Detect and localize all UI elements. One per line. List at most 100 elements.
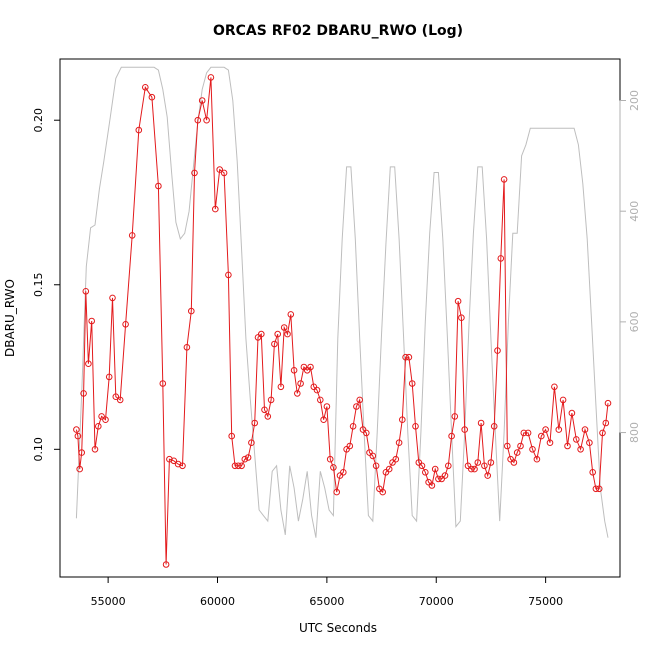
chart-title: ORCAS RF02 DBARU_RWO (Log)	[213, 23, 463, 39]
data-point	[78, 449, 85, 456]
data-point	[330, 464, 337, 471]
data-point	[395, 439, 403, 447]
data-point	[264, 413, 272, 420]
data-point	[155, 182, 162, 190]
data-point	[468, 465, 475, 473]
y2-axis: 200 400 600 800	[619, 90, 641, 443]
data-point	[307, 363, 314, 371]
data-point	[538, 432, 545, 440]
data-point	[294, 390, 301, 397]
data-point	[174, 460, 182, 468]
x-axis-label: UTC Seconds	[299, 621, 377, 635]
data-point	[366, 449, 373, 456]
data-point	[203, 116, 210, 124]
data-point	[88, 317, 95, 325]
data-point	[422, 469, 429, 476]
data-point	[188, 307, 195, 315]
data-point	[445, 462, 452, 470]
data-point	[73, 426, 80, 433]
data-point	[216, 166, 223, 173]
data-point	[105, 373, 113, 381]
x-tick-label: 65000	[309, 595, 344, 608]
x-tick-label: 70000	[419, 595, 454, 608]
data-point	[340, 469, 347, 476]
data-point	[441, 472, 449, 479]
data-point	[461, 426, 469, 433]
y2-tick-label: 200	[628, 90, 641, 111]
data-point	[254, 334, 262, 341]
data-point	[451, 413, 459, 420]
data-point	[448, 432, 455, 440]
data-point	[428, 482, 436, 489]
data-point	[261, 406, 268, 414]
y2-tick-label: 400	[628, 201, 641, 222]
data-point	[220, 169, 228, 177]
data-point	[116, 396, 124, 404]
data-point	[458, 314, 465, 322]
data-point	[589, 469, 597, 476]
data-point	[454, 297, 462, 305]
data-point	[326, 455, 334, 463]
data-point	[431, 465, 439, 473]
data-point	[267, 396, 275, 404]
data-point	[183, 344, 191, 351]
data-point	[166, 455, 173, 463]
data-point	[80, 390, 87, 397]
data-point	[507, 455, 514, 463]
primary-series-line	[75, 77, 609, 565]
data-point	[258, 330, 265, 338]
data-point	[102, 416, 109, 424]
data-point	[142, 84, 149, 91]
data-point	[385, 465, 393, 473]
data-point	[481, 462, 488, 470]
data-point	[573, 436, 580, 443]
data-point	[248, 439, 255, 447]
data-point	[241, 455, 249, 463]
data-point	[109, 294, 116, 302]
y-axis: 0.10 0.15 0.20	[32, 108, 61, 462]
y-tick-label: 0.20	[32, 108, 45, 132]
data-point	[317, 396, 324, 404]
data-point	[389, 459, 396, 466]
data-point	[372, 462, 380, 470]
data-point	[555, 426, 563, 433]
data-point	[323, 403, 331, 410]
data-point	[238, 462, 245, 470]
data-point	[179, 462, 186, 470]
data-point	[82, 288, 90, 295]
data-point	[369, 452, 377, 460]
data-point	[170, 457, 178, 465]
data-point	[510, 459, 518, 466]
data-point	[484, 472, 492, 479]
data-point	[135, 126, 143, 134]
data-point	[91, 446, 99, 453]
data-point	[194, 116, 202, 124]
data-point	[148, 93, 156, 101]
data-point	[559, 396, 567, 404]
data-point	[551, 383, 558, 391]
data-point	[271, 340, 278, 348]
data-point	[284, 330, 291, 338]
data-point	[438, 475, 446, 483]
data-point	[277, 383, 285, 391]
data-point	[425, 478, 432, 486]
y-axis-label: DBARU_RWO	[3, 279, 17, 357]
data-point	[212, 205, 219, 213]
data-point	[207, 74, 215, 81]
y-tick-label: 0.15	[32, 273, 45, 298]
data-point	[487, 459, 495, 466]
data-point	[474, 459, 482, 466]
data-point	[320, 416, 327, 424]
data-point	[363, 429, 370, 437]
data-point	[313, 386, 321, 394]
data-point	[497, 255, 505, 262]
data-point	[95, 423, 102, 430]
data-point	[162, 561, 170, 568]
data-point	[376, 485, 383, 493]
data-point	[231, 462, 239, 470]
secondary-series-line	[75, 66, 609, 538]
data-point	[546, 439, 554, 447]
data-point	[477, 419, 485, 427]
data-point	[74, 432, 82, 440]
data-point	[592, 485, 600, 493]
